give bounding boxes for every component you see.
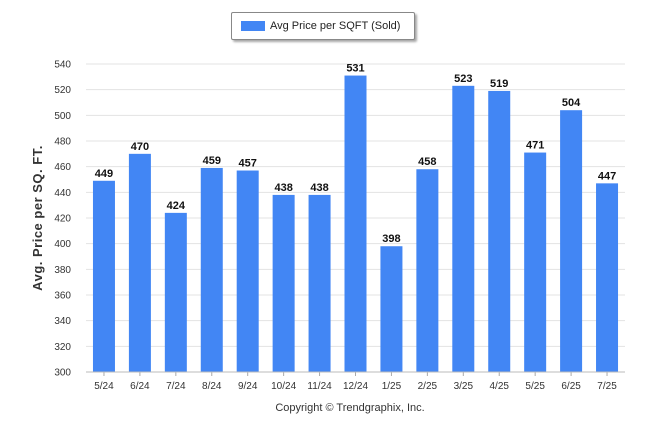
legend-label: Avg Price per SQFT (Sold): [270, 20, 401, 32]
bar: [128, 153, 151, 372]
bar-value-label: 523: [454, 73, 472, 85]
x-tick-label: 7/25: [597, 381, 617, 392]
bars: [92, 75, 619, 373]
x-tick-label: 12/24: [343, 381, 368, 392]
bar-value-label: 424: [167, 200, 186, 212]
y-tick-label: 480: [54, 137, 71, 148]
bar: [380, 246, 403, 372]
y-tick-label: 420: [54, 214, 71, 225]
bar: [416, 169, 439, 372]
x-tick-label: 8/24: [202, 381, 222, 392]
x-tick-label: 3/25: [454, 381, 474, 392]
bar: [596, 183, 619, 372]
x-tick-label: 4/25: [489, 381, 509, 392]
legend-swatch: [241, 21, 265, 31]
x-tick-label: 7/24: [166, 381, 186, 392]
bar: [200, 167, 223, 372]
x-axis-ticks: 5/24 6/24 7/24 8/24 9/24 10/24 11/24 12/24 1/25 2…: [94, 372, 617, 392]
y-tick-label: 380: [54, 265, 71, 276]
bar-value-label: 519: [490, 78, 508, 90]
y-tick-label: 520: [54, 85, 71, 96]
x-tick-label: 10/24: [271, 381, 296, 392]
copyright-text: Copyright © Trendgraphix, Inc.: [275, 402, 425, 414]
value-labels: 449 470 424 459 457 438 438 531 398 458 523 519 471 5…: [95, 63, 616, 246]
bar-value-label: 471: [526, 140, 544, 152]
chart-legend: Avg Price per SQFT (Sold): [231, 12, 415, 40]
x-tick-label: 1/25: [382, 381, 402, 392]
bar-value-label: 449: [95, 168, 113, 180]
y-axis-label: Avg. Price per SQ. FT.: [30, 145, 45, 291]
bar: [92, 180, 115, 372]
bar: [524, 152, 547, 372]
bar: [272, 194, 295, 372]
y-tick-label: 300: [54, 368, 71, 379]
y-tick-label: 340: [54, 316, 71, 327]
bar-value-label: 504: [562, 97, 581, 109]
bar: [560, 110, 583, 372]
y-tick-label: 400: [54, 239, 71, 250]
bar-value-label: 438: [310, 182, 328, 194]
bar-value-label: 457: [239, 158, 257, 170]
bar-value-label: 458: [418, 156, 436, 168]
y-axis-ticks: 300 320 340 360 380 400 420 440 460 480 500 520 540: [54, 60, 71, 379]
bar: [236, 170, 259, 372]
y-tick-label: 360: [54, 291, 71, 302]
x-tick-label: 9/24: [238, 381, 258, 392]
bar-value-label: 447: [598, 170, 616, 182]
y-tick-label: 320: [54, 342, 71, 353]
bar: [452, 85, 475, 373]
bar-value-label: 438: [274, 182, 292, 194]
y-tick-label: 460: [54, 162, 71, 173]
bar-value-label: 398: [382, 233, 400, 245]
y-tick-label: 440: [54, 188, 71, 199]
bar: [308, 194, 331, 372]
y-tick-label: 540: [54, 60, 71, 71]
y-tick-label: 500: [54, 111, 71, 122]
x-tick-label: 2/25: [418, 381, 438, 392]
x-tick-label: 6/25: [561, 381, 581, 392]
bar: [344, 75, 367, 373]
x-tick-label: 5/24: [94, 381, 114, 392]
bar-value-label: 459: [203, 155, 221, 167]
bar-value-label: 470: [131, 141, 149, 153]
bar-value-label: 531: [346, 63, 364, 75]
bar: [164, 212, 187, 372]
x-tick-label: 11/24: [307, 381, 332, 392]
x-tick-label: 5/25: [525, 381, 545, 392]
bar: [488, 90, 511, 372]
x-tick-label: 6/24: [130, 381, 150, 392]
